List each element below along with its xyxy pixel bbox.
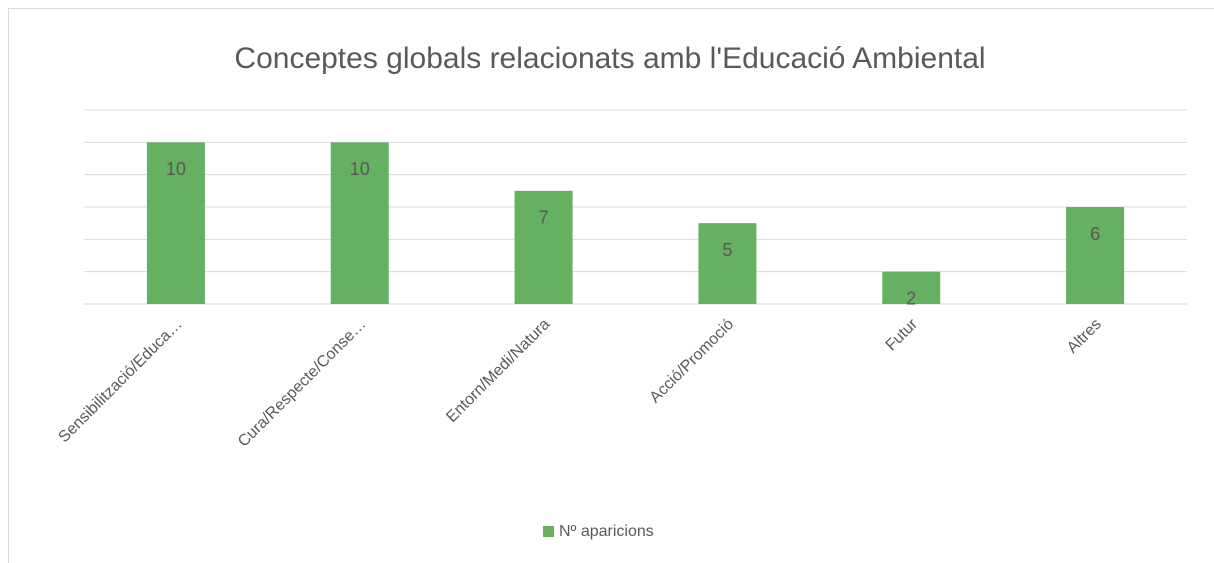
data-label: 7 xyxy=(539,208,549,228)
chart-title: Conceptes globals relacionats amb l'Educ… xyxy=(234,42,985,75)
bar xyxy=(1066,207,1125,304)
data-label: 2 xyxy=(906,288,916,308)
legend-label: Nº aparicions xyxy=(559,523,654,540)
bar xyxy=(146,142,205,304)
data-label: 5 xyxy=(722,240,732,260)
data-label: 10 xyxy=(166,159,186,179)
bar xyxy=(514,190,573,304)
data-label: 10 xyxy=(350,159,370,179)
bar xyxy=(698,223,757,304)
bar xyxy=(882,271,941,304)
legend-swatch xyxy=(543,526,554,537)
data-label: 6 xyxy=(1090,224,1100,244)
chart-border xyxy=(8,8,1214,563)
bar xyxy=(330,142,389,304)
